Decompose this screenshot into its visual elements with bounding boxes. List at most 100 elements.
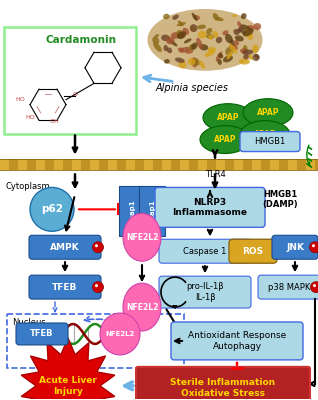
Ellipse shape [243,54,249,59]
Ellipse shape [166,48,172,53]
Ellipse shape [232,14,237,17]
Ellipse shape [204,50,215,57]
Text: Alpinia species: Alpinia species [156,83,229,93]
Ellipse shape [253,23,261,30]
Ellipse shape [235,35,244,41]
Ellipse shape [218,54,223,58]
Circle shape [95,284,98,287]
Ellipse shape [203,104,253,132]
Bar [9,158,18,170]
Text: HMGB1
(DAMP): HMGB1 (DAMP) [262,190,298,209]
Ellipse shape [243,99,293,127]
Ellipse shape [176,30,184,38]
Bar [153,158,162,170]
Ellipse shape [252,54,260,61]
Ellipse shape [123,283,161,331]
Ellipse shape [178,48,184,52]
Bar [270,158,279,170]
Text: Keap1: Keap1 [129,199,135,224]
Ellipse shape [240,24,250,30]
Ellipse shape [225,34,233,43]
Ellipse shape [233,29,239,35]
Ellipse shape [171,32,180,39]
Ellipse shape [238,28,242,33]
Ellipse shape [152,37,159,44]
Ellipse shape [241,13,246,19]
Ellipse shape [206,34,214,39]
FancyBboxPatch shape [29,235,101,259]
FancyBboxPatch shape [229,239,277,263]
Text: HO: HO [15,97,25,102]
Circle shape [95,244,98,247]
Ellipse shape [218,59,222,65]
Ellipse shape [197,25,206,29]
FancyBboxPatch shape [159,276,251,308]
Bar [171,158,180,170]
Bar [207,158,216,170]
Text: TLR4: TLR4 [204,170,225,179]
FancyBboxPatch shape [139,186,165,236]
Ellipse shape [245,29,253,40]
Ellipse shape [229,44,238,50]
Text: Antioxidant Response
Autophagy: Antioxidant Response Autophagy [188,331,286,351]
Ellipse shape [238,27,247,35]
Text: NFE2L2: NFE2L2 [105,331,135,337]
Bar [261,158,270,170]
Ellipse shape [213,13,219,20]
Polygon shape [21,338,115,400]
Ellipse shape [100,313,140,355]
Ellipse shape [255,54,259,59]
Bar [45,158,54,170]
Ellipse shape [154,34,159,38]
Text: AMPK: AMPK [50,243,80,252]
Text: HO: HO [25,115,35,120]
Text: NFE2L2: NFE2L2 [126,233,158,242]
Ellipse shape [240,48,248,54]
Text: Keap1: Keap1 [149,199,155,224]
Bar [27,158,36,170]
Bar [234,158,243,170]
Bar [36,158,45,170]
Bar [279,158,288,170]
Ellipse shape [179,47,190,53]
Ellipse shape [237,21,242,27]
Bar [117,158,126,170]
Ellipse shape [208,35,213,40]
Ellipse shape [191,42,197,50]
Ellipse shape [191,58,200,66]
Bar [315,158,318,170]
Ellipse shape [216,52,222,62]
Ellipse shape [172,15,179,20]
Ellipse shape [223,55,233,62]
Ellipse shape [213,31,218,38]
Bar [54,158,63,170]
Ellipse shape [190,24,197,32]
Text: APAP: APAP [257,108,279,117]
Ellipse shape [234,40,239,46]
Ellipse shape [153,42,162,52]
Bar [108,158,117,170]
Ellipse shape [161,34,170,41]
Ellipse shape [148,9,262,71]
Bar [297,158,306,170]
Ellipse shape [185,49,193,54]
Ellipse shape [191,57,197,67]
Ellipse shape [246,25,254,32]
Ellipse shape [168,39,177,46]
FancyBboxPatch shape [16,323,68,345]
Ellipse shape [199,44,208,50]
Bar [180,158,189,170]
Text: Acute Liver
Injury: Acute Liver Injury [39,376,97,396]
Text: p62: p62 [41,204,63,214]
FancyBboxPatch shape [136,367,310,400]
Ellipse shape [164,59,170,64]
Bar [72,158,81,170]
Ellipse shape [243,45,248,53]
Text: ROS: ROS [242,247,264,256]
Text: HMGB1: HMGB1 [254,137,286,146]
Ellipse shape [208,47,216,52]
FancyBboxPatch shape [4,27,136,134]
Ellipse shape [163,45,168,51]
Ellipse shape [175,58,185,63]
Ellipse shape [216,37,222,43]
